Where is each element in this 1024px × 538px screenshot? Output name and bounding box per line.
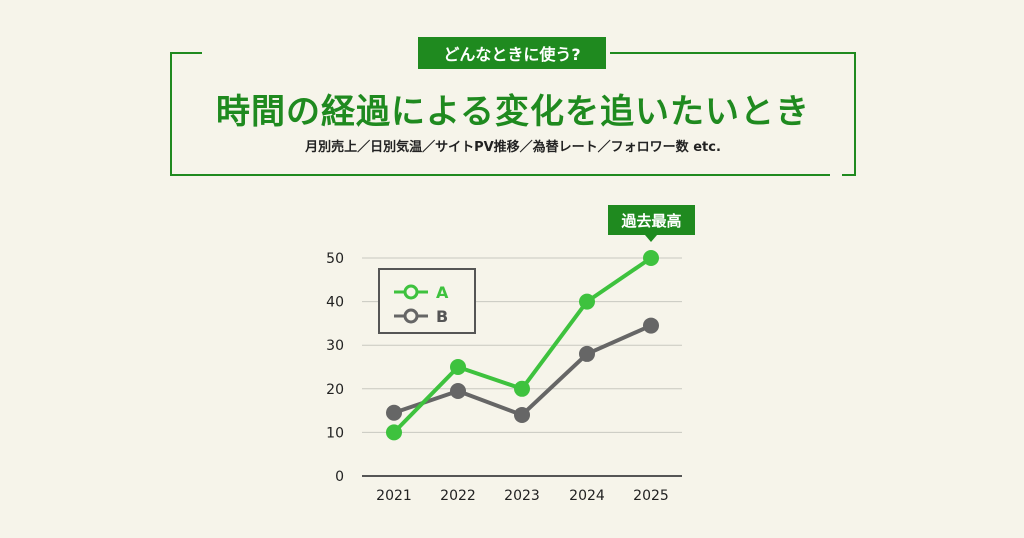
y-tick-label: 20 xyxy=(326,382,344,398)
data-point-b xyxy=(643,317,659,334)
y-tick-label: 40 xyxy=(326,295,344,311)
data-point-a xyxy=(386,424,402,441)
y-tick-label: 30 xyxy=(326,338,344,354)
data-point-a xyxy=(643,250,659,266)
y-tick-label: 10 xyxy=(326,425,344,441)
chart-legend: A B xyxy=(378,268,476,334)
data-point-a xyxy=(514,380,530,397)
legend-item-a: A xyxy=(394,280,448,304)
page-title: 時間の経過による変化を追いたいとき xyxy=(216,92,810,132)
legend-item-b: B xyxy=(394,304,448,328)
x-tick-label: 2025 xyxy=(633,488,669,504)
x-tick-label: 2023 xyxy=(504,488,540,504)
header-frame xyxy=(170,52,856,176)
x-tick-label: 2024 xyxy=(569,488,605,504)
legend-label-b: B xyxy=(436,306,449,326)
x-tick-label: 2022 xyxy=(440,488,476,504)
data-point-b xyxy=(579,345,595,362)
legend-marker-b xyxy=(394,308,428,324)
data-point-b xyxy=(386,404,402,421)
y-tick-label: 50 xyxy=(326,251,344,267)
y-tick-label: 0 xyxy=(335,469,344,485)
frame-lines xyxy=(170,52,856,176)
legend-label-a: A xyxy=(436,282,449,302)
usage-tag: どんなときに使う? xyxy=(418,37,606,69)
series-line-b xyxy=(393,323,652,417)
record-high-callout: 過去最高 xyxy=(608,205,695,235)
x-tick-label: 2021 xyxy=(376,488,412,504)
data-point-b xyxy=(514,406,530,423)
data-point-b xyxy=(450,382,466,399)
data-point-a xyxy=(579,293,595,310)
examples-text: 月別売上／日別気温／サイトPV推移／為替レート／フォロワー数 etc. xyxy=(305,140,721,155)
callout-pointer xyxy=(645,235,657,242)
legend-marker-a xyxy=(394,284,428,300)
data-point-a xyxy=(450,359,466,375)
